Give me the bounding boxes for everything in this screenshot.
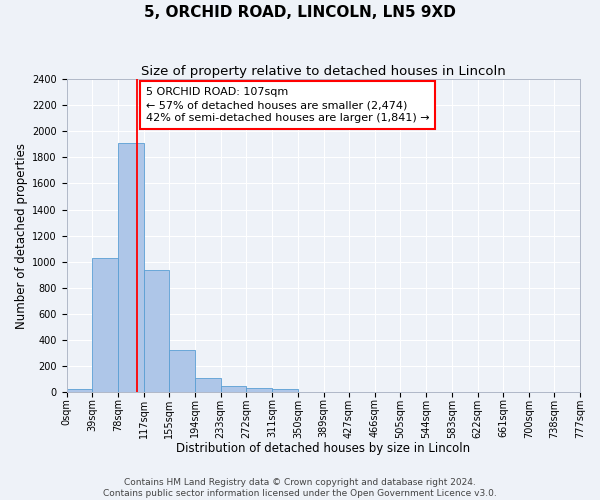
Bar (247, 388, 272, 392)
Bar (221, 386, 247, 392)
Bar (272, 390, 298, 392)
Bar (169, 350, 195, 392)
Bar (195, 378, 221, 392)
Text: 5 ORCHID ROAD: 107sqm
← 57% of detached houses are smaller (2,474)
42% of semi-d: 5 ORCHID ROAD: 107sqm ← 57% of detached … (146, 87, 430, 124)
Text: Contains HM Land Registry data © Crown copyright and database right 2024.
Contai: Contains HM Land Registry data © Crown c… (103, 478, 497, 498)
Bar (92, 258, 118, 392)
X-axis label: Distribution of detached houses by size in Lincoln: Distribution of detached houses by size … (176, 442, 470, 455)
Bar (118, 143, 144, 392)
Bar (67, 390, 92, 392)
Y-axis label: Number of detached properties: Number of detached properties (15, 142, 28, 328)
Text: 5, ORCHID ROAD, LINCOLN, LN5 9XD: 5, ORCHID ROAD, LINCOLN, LN5 9XD (144, 5, 456, 20)
Title: Size of property relative to detached houses in Lincoln: Size of property relative to detached ho… (141, 65, 506, 78)
Bar (144, 270, 169, 392)
